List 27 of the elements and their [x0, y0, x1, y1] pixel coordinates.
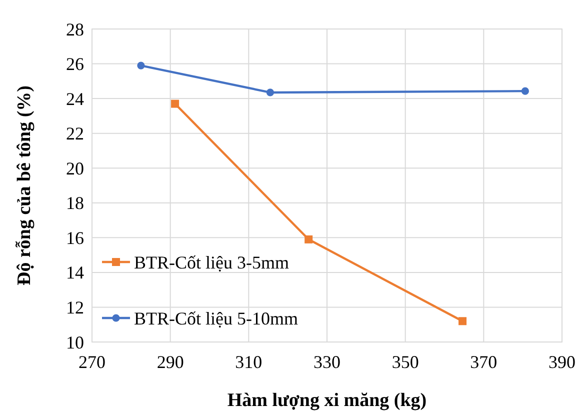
point — [521, 87, 529, 95]
x-tick-label: 270 — [78, 352, 106, 372]
y-tick-label: 26 — [66, 54, 84, 74]
y-tick-label: 10 — [66, 332, 84, 352]
y-tick-label: 24 — [66, 88, 84, 109]
point — [304, 235, 313, 244]
x-tick-label: 310 — [235, 352, 262, 372]
y-tick-label: 20 — [66, 158, 84, 178]
y-tick-label: 18 — [66, 193, 84, 214]
y-tick-label: 28 — [66, 19, 84, 40]
x-tick-label: 290 — [156, 352, 184, 372]
point — [171, 100, 180, 108]
x-tick-label: 350 — [392, 352, 419, 372]
y-tick-label: 14 — [66, 262, 84, 283]
y-tick-label: 16 — [66, 228, 84, 248]
y-tick-label: 22 — [66, 124, 84, 144]
legend-label: BTR-Cốt liệu 5-10mm — [134, 308, 298, 328]
x-axis-title: Hàm lượng xi măng (kg) — [227, 390, 427, 411]
x-tick-label: 390 — [548, 352, 576, 372]
point — [137, 62, 145, 70]
y-tick-label: 12 — [66, 298, 84, 318]
x-tick-label: 370 — [470, 352, 498, 372]
y-axis-title: Độ rỗng của bê tông (%) — [14, 85, 35, 286]
point — [458, 317, 467, 326]
x-tick-label: 330 — [314, 352, 340, 372]
legend-label: BTR-Cốt liệu 3-5mm — [134, 252, 289, 272]
point — [266, 88, 274, 96]
